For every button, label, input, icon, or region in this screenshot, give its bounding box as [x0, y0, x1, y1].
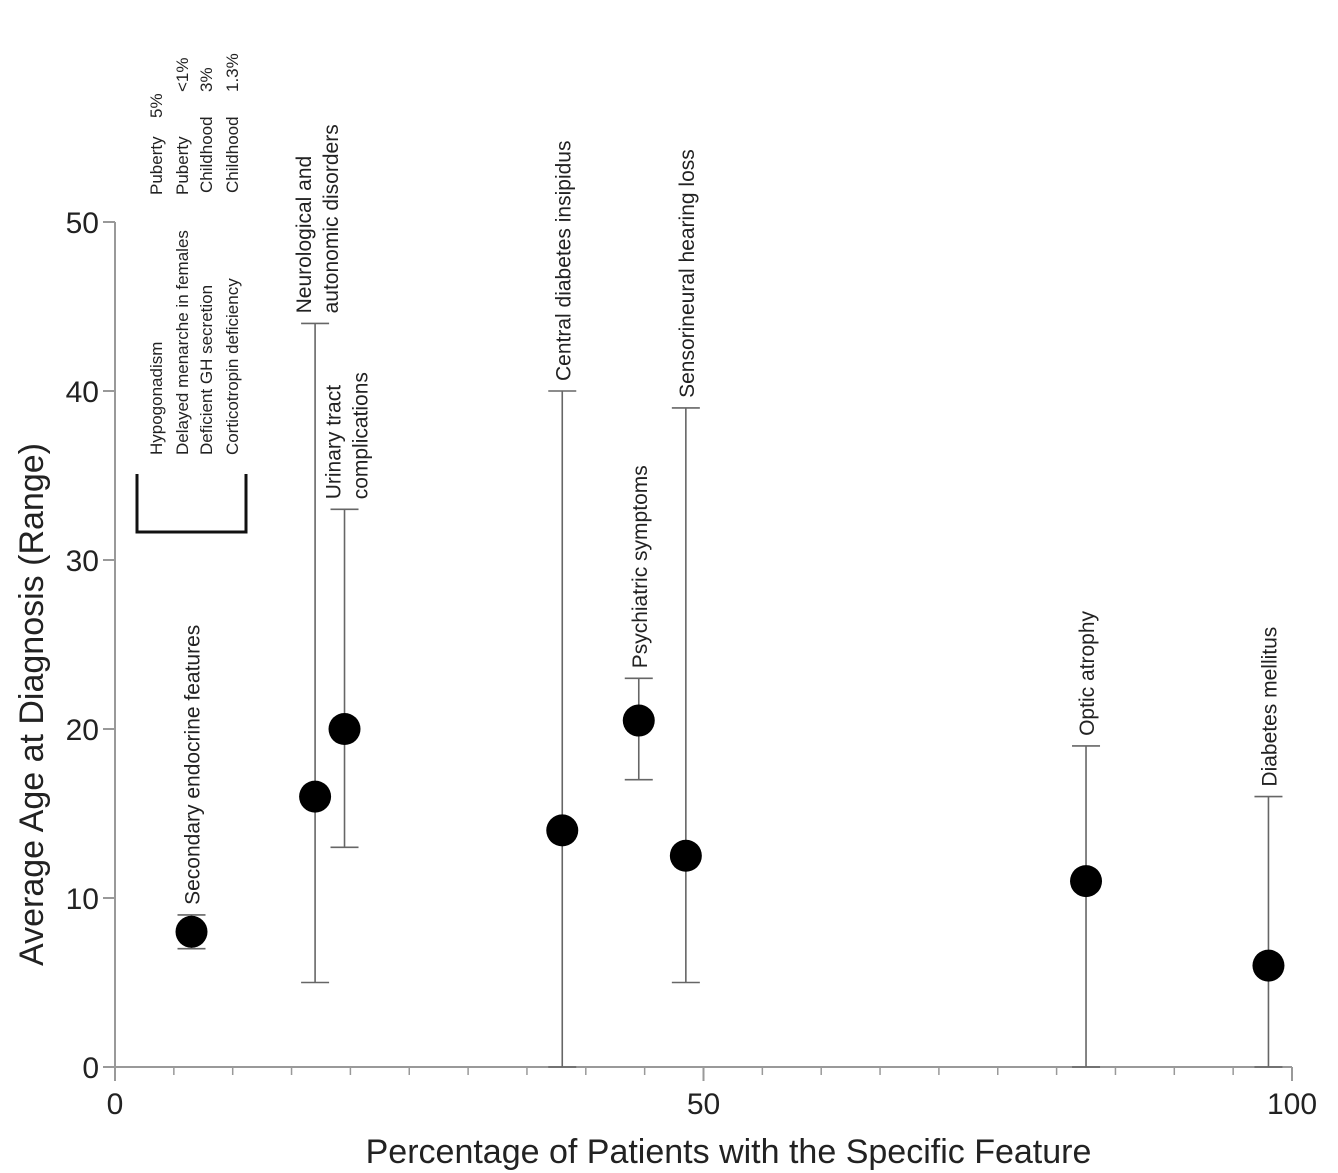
x-axis-title: Percentage of Patients with the Specific… [366, 1133, 1092, 1171]
data-point [328, 713, 361, 745]
y-tick-label: 30 [66, 545, 99, 578]
data-point [175, 915, 208, 948]
data-point [669, 839, 702, 872]
data-point [299, 780, 332, 813]
endocrine-percent: 1.3% [223, 53, 242, 92]
y-tick-label: 40 [66, 376, 99, 409]
y-tick-label: 10 [66, 883, 99, 916]
y-axis-title: Average Age at Diagnosis (Range) [13, 443, 51, 966]
endocrine-stage: Puberty [147, 136, 166, 195]
endocrine-percent: <1% [173, 58, 192, 93]
x-tick-label: 50 [687, 1088, 720, 1121]
data-point [622, 704, 655, 737]
feature-label: Psychiatric symptoms [629, 465, 652, 668]
feature-label: Central diabetes insipidus [552, 141, 575, 381]
feature-label: Diabetes mellitus [1258, 627, 1281, 787]
feature-label: Urinary tract [323, 385, 346, 500]
endocrine-feature: Delayed menarche in females [173, 230, 192, 455]
data-point [1070, 865, 1103, 898]
endocrine-feature: Corticotropin deficiency [223, 278, 242, 455]
axes: 0 10 20 30 40 50 0 50 100 Percentage of Patients … [13, 207, 1317, 1171]
endocrine-feature: Hypogonadism [147, 342, 166, 455]
endocrine-stage: Puberty [173, 136, 192, 195]
y-tick-label: 0 [82, 1052, 99, 1085]
x-tick-label: 100 [1267, 1088, 1317, 1121]
endocrine-stage: Childhood [197, 116, 216, 193]
endocrine-percent: 3% [197, 67, 216, 92]
data-points [175, 704, 1285, 982]
data-point [1252, 949, 1285, 982]
endocrine-details: Hypogonadism Puberty 5% Delayed menarche in… [135, 53, 248, 534]
feature-labels: Secondary endocrine features Neurological… [182, 124, 1282, 905]
feature-label-line2: autonomic disorders [320, 124, 343, 313]
endocrine-feature: Deficient GH secretion [197, 285, 216, 455]
feature-label: Neurological and [293, 156, 316, 314]
y-tick-label: 20 [66, 714, 99, 747]
feature-label: Secondary endocrine features [182, 625, 205, 905]
feature-label: Sensorineural hearing loss [676, 149, 699, 398]
endocrine-percent: 5% [147, 93, 166, 118]
endocrine-stage: Childhood [223, 116, 242, 193]
x-tick-label: 0 [107, 1088, 124, 1121]
endocrine-bracket [135, 474, 248, 534]
feature-label-line2: complications [350, 372, 373, 499]
feature-label: Optic atrophy [1076, 611, 1099, 736]
y-tick-label: 50 [66, 207, 99, 240]
data-point [546, 814, 579, 847]
